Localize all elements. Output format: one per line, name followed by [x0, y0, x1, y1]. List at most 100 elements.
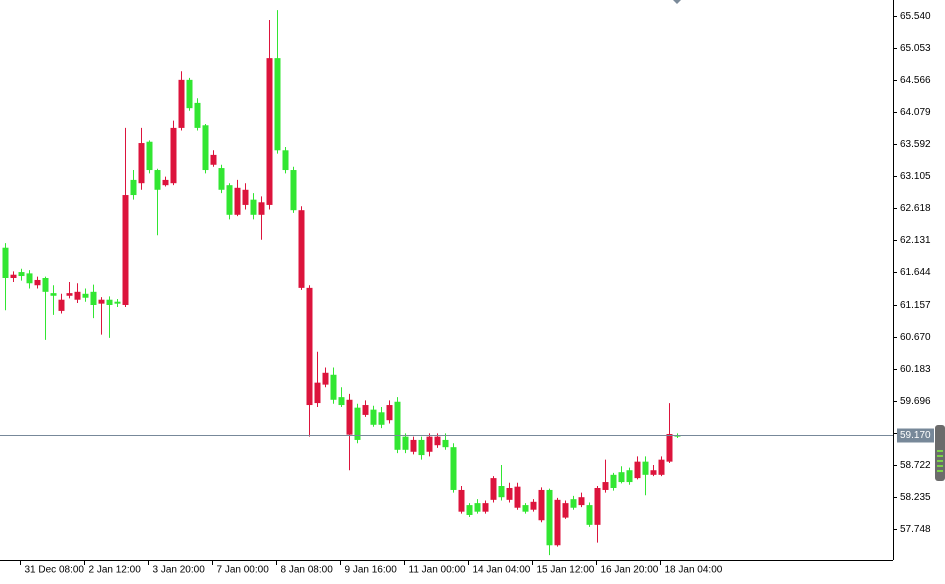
x-tick-label: 15 Jan 12:00 [537, 565, 595, 576]
candle-body [146, 141, 153, 171]
candle [66, 281, 73, 299]
shift-marker[interactable] [673, 0, 681, 4]
candle [610, 472, 617, 491]
candle [290, 166, 297, 213]
candle [354, 403, 361, 444]
y-tick-label: 62.618 [900, 203, 931, 214]
candle-body [178, 79, 185, 128]
candle-body [490, 478, 497, 500]
candle-body [402, 436, 409, 450]
candle-body [570, 499, 577, 508]
candle-body [594, 487, 601, 525]
candle-body [394, 401, 401, 450]
candle-body [562, 503, 569, 518]
x-tick-label: 2 Jan 12:00 [89, 565, 142, 576]
candle-body [546, 489, 553, 546]
candle-body [186, 79, 193, 109]
candle-body [426, 436, 433, 452]
candle [194, 98, 201, 131]
candle-body [506, 487, 513, 500]
x-tick-label: 31 Dec 08:00 [25, 565, 85, 576]
candle-body [666, 434, 673, 462]
candle [658, 456, 665, 477]
candle-body [250, 199, 257, 215]
candle-body [466, 505, 473, 515]
candle-body [290, 170, 297, 211]
candle-body [122, 195, 129, 305]
candle-body [234, 187, 241, 215]
candle-body [42, 277, 49, 292]
y-tick-label: 58.722 [900, 460, 931, 471]
candle [490, 476, 497, 503]
candle [282, 146, 289, 174]
candle [474, 499, 481, 514]
candle [530, 499, 537, 512]
candle [338, 387, 345, 408]
candle [442, 433, 449, 450]
candle-body [482, 503, 489, 512]
candle-body [114, 301, 121, 304]
candle [634, 456, 641, 480]
candle [618, 466, 625, 484]
y-tick-label: 59.696 [900, 396, 931, 407]
candle [450, 443, 457, 493]
candle-body [194, 102, 201, 128]
candle-body [354, 407, 361, 440]
candle [90, 284, 97, 319]
candle-body [274, 58, 281, 151]
y-tick-label: 63.592 [900, 139, 931, 150]
candle-body [650, 470, 657, 475]
x-tick-label: 16 Jan 20:00 [601, 565, 659, 576]
candle-body [242, 189, 249, 205]
candle-body [82, 293, 89, 298]
candle [266, 19, 273, 210]
candle [162, 176, 169, 187]
candle [154, 168, 161, 236]
widget-frame[interactable] [935, 425, 945, 481]
candle [586, 502, 593, 527]
candle [666, 403, 673, 463]
candle-body [450, 447, 457, 490]
candle [562, 500, 569, 519]
y-tick-label: 58.235 [900, 492, 931, 503]
widget-bar [937, 460, 943, 462]
candle-body [106, 299, 113, 305]
candle [106, 296, 113, 338]
y-tick-label: 61.644 [900, 267, 931, 278]
y-tick-label: 65.053 [900, 43, 931, 54]
candle-body [458, 489, 465, 512]
candle-body [306, 287, 313, 406]
candle [522, 503, 529, 514]
candle-body [378, 412, 385, 425]
candle [82, 288, 89, 302]
candle [2, 243, 9, 311]
candle-body [522, 505, 529, 512]
widget-bar [937, 455, 943, 457]
scroll-widget[interactable] [935, 425, 945, 481]
y-tick-label: 64.566 [900, 75, 931, 86]
candle-body [34, 279, 41, 286]
candle-body [298, 210, 305, 288]
candle-body [98, 299, 105, 304]
candle [418, 436, 425, 460]
candle [642, 456, 649, 496]
candle [578, 492, 585, 508]
candle [346, 393, 353, 471]
y-tick-label: 63.105 [900, 171, 931, 182]
candle-body [258, 202, 265, 215]
candle [26, 270, 33, 289]
candle [234, 179, 241, 217]
last-price-box [897, 428, 934, 443]
x-tick-label: 7 Jan 00:00 [217, 565, 270, 576]
candle-body [474, 503, 481, 512]
candle [298, 206, 305, 290]
candle [210, 150, 217, 167]
candle [386, 400, 393, 424]
candle-body [386, 405, 393, 421]
candle-body [170, 127, 177, 184]
candle [242, 183, 249, 210]
candle-body [346, 399, 353, 435]
candle-body [610, 474, 617, 488]
candle [330, 367, 337, 404]
